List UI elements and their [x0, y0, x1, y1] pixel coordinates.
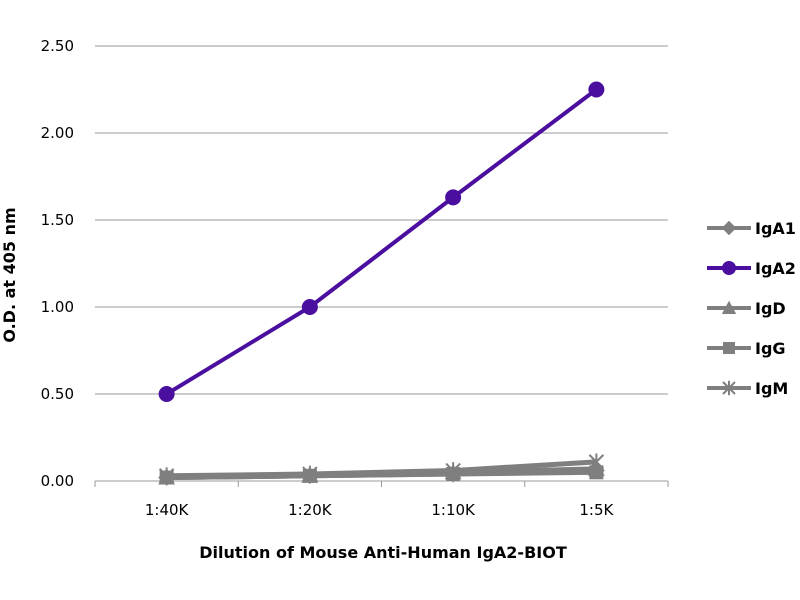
circle-marker — [301, 299, 318, 315]
series-iga2 — [158, 81, 605, 402]
y-tick-label: 0.50 — [41, 385, 74, 403]
star-marker — [302, 465, 318, 483]
x-tick-label: 1:10K — [431, 501, 476, 519]
star-marker — [158, 467, 175, 485]
x-axis-title: Dilution of Mouse Anti-Human IgA2-BIOT — [199, 543, 567, 562]
y-tick-label: 2.00 — [41, 124, 74, 142]
legend-item-igd: IgD — [707, 299, 786, 318]
legend-label: IgA1 — [755, 219, 796, 238]
plot-series — [158, 81, 605, 486]
legend-label: IgM — [755, 379, 788, 398]
circle-marker — [588, 81, 605, 98]
circle-marker — [158, 386, 175, 402]
legend-item-igg: IgG — [707, 339, 786, 358]
x-tick-label: 1:40K — [145, 501, 190, 519]
y-tick-label: 2.50 — [41, 37, 74, 55]
y-axis-title: O.D. at 405 nm — [0, 207, 19, 342]
legend-item-iga1: IgA1 — [707, 219, 796, 238]
series-line — [165, 87, 598, 396]
y-tick-label: 1.00 — [41, 298, 74, 316]
x-axis-ticks: 1:40K 1:20K 1:10K 1:5K — [145, 501, 615, 519]
y-tick-label: 1.50 — [41, 211, 74, 229]
square-marker — [723, 342, 735, 354]
circle-marker — [445, 189, 462, 206]
legend-label: IgG — [755, 339, 786, 358]
star-marker — [588, 453, 605, 471]
legend-label: IgA2 — [755, 259, 796, 278]
circle-marker — [722, 261, 736, 275]
legend-label: IgD — [755, 299, 786, 318]
series-igm — [158, 453, 605, 485]
gridlines — [94, 45, 669, 487]
square-marker — [589, 465, 604, 480]
x-tick-label: 1:5K — [579, 501, 614, 519]
triangle-marker — [721, 300, 737, 314]
legend-item-igm: IgM — [707, 379, 788, 398]
star-marker — [445, 462, 461, 479]
legend: IgA1 IgA2 IgD IgG IgM — [707, 219, 796, 398]
x-tick-label: 1:20K — [288, 501, 333, 519]
star-marker — [722, 380, 736, 396]
series-line — [166, 459, 597, 479]
diamond-marker — [721, 220, 737, 236]
legend-item-iga2: IgA2 — [707, 259, 796, 278]
y-tick-label: 0.00 — [41, 472, 74, 490]
y-axis-ticks: 0.00 0.50 1.00 1.50 2.00 2.50 — [41, 37, 74, 490]
